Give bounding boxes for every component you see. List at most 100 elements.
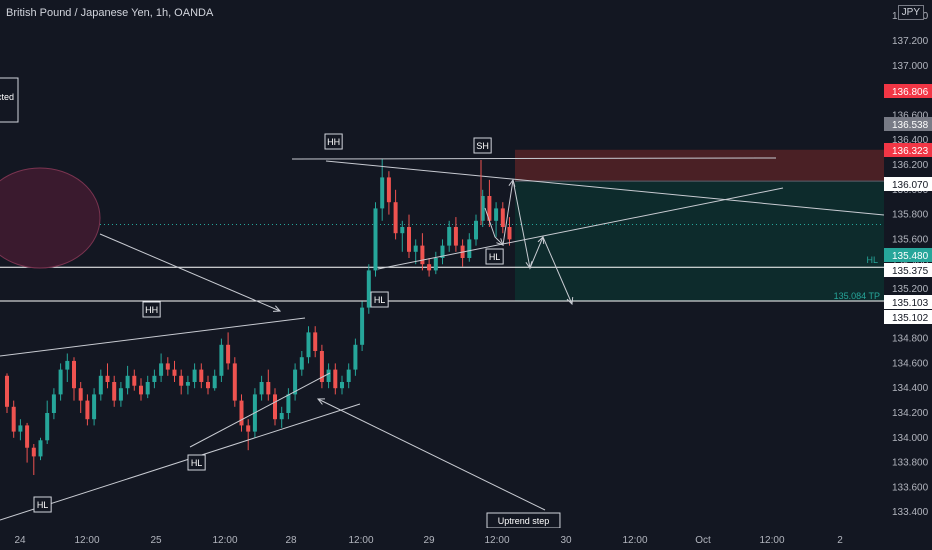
candle-body <box>487 196 492 221</box>
candle-body <box>427 264 432 271</box>
arrow-head <box>525 261 533 270</box>
candle-body <box>279 413 284 420</box>
price-tag-bg <box>884 248 932 262</box>
candle-body <box>413 245 418 252</box>
trend-line <box>0 403 361 521</box>
hl-label: HL <box>191 458 203 468</box>
y-tick-label: 137.200 <box>892 36 929 47</box>
x-tick-label: 12:00 <box>759 535 784 546</box>
hl-right-label: HL <box>866 255 878 265</box>
candle-body <box>407 227 411 252</box>
candle-body <box>447 227 452 246</box>
candle-body <box>467 239 472 258</box>
y-tick-label: 134.000 <box>892 433 929 444</box>
candle-body <box>18 425 23 432</box>
trend-line <box>377 187 784 270</box>
x-tick-label: Oct <box>695 535 711 546</box>
time-axis: 24 12:00 25 12:00 28 12:00 29 12:00 30 12:00 Oct 12… <box>0 528 884 550</box>
candle-body <box>232 363 237 401</box>
arrow-head <box>272 305 282 312</box>
candle-body <box>85 400 90 420</box>
candle-body <box>199 369 204 382</box>
candle-body <box>433 258 438 271</box>
price-tag-label: 135.480 <box>892 251 929 262</box>
price-tag-label: 136.806 <box>892 87 929 98</box>
trend-line <box>291 157 777 160</box>
y-tick-label: 134.200 <box>892 408 929 419</box>
candle-body <box>152 375 157 382</box>
candle-body <box>393 202 398 234</box>
candle-body <box>38 440 43 457</box>
candle-body <box>286 394 291 413</box>
trend-line <box>189 372 331 448</box>
candle-body <box>340 382 344 389</box>
trend-line <box>325 160 885 216</box>
candle-body <box>192 369 197 382</box>
y-tick-label: 136.600 <box>892 110 929 121</box>
candle-body <box>507 227 512 240</box>
sh-label: SH <box>476 141 489 151</box>
candle-body <box>72 360 76 389</box>
price-tag-bg <box>884 117 932 131</box>
time-axis-background <box>0 528 884 550</box>
candle-body <box>293 369 298 395</box>
price-tag-label: 136.323 <box>892 146 929 157</box>
candle-body <box>31 447 36 457</box>
left-note-box <box>0 77 19 123</box>
candle-body <box>172 369 177 376</box>
price-tag-bg <box>884 295 932 309</box>
price-tag-bg <box>884 143 932 157</box>
candle-body <box>480 196 485 221</box>
price-tag-label: 135.375 <box>892 266 929 277</box>
drawings[interactable] <box>0 157 885 521</box>
price-tag-bg <box>884 177 932 191</box>
trend-line <box>99 233 281 312</box>
candle-body <box>326 369 331 382</box>
candle-body <box>105 375 110 382</box>
x-tick-label: 2 <box>837 535 843 546</box>
trend-line <box>317 398 546 511</box>
candle-body <box>259 382 264 395</box>
price-axis: 137.400137.200137.000136.800136.600136.4… <box>884 0 932 550</box>
sh-label-box <box>473 137 492 154</box>
y-tick-label: 133.400 <box>892 507 929 518</box>
price-tag-label: 135.102 <box>892 313 929 324</box>
candle-body <box>366 270 371 308</box>
y-tick-label: 134.600 <box>892 358 929 369</box>
candle-body <box>500 208 505 227</box>
x-tick-label: 24 <box>14 535 26 546</box>
arrow-head <box>496 238 504 246</box>
take-profit-zone <box>515 181 884 302</box>
candle-body <box>266 382 271 395</box>
candles <box>5 158 512 475</box>
candle-body <box>5 375 9 407</box>
y-tick-label: 137.000 <box>892 61 929 72</box>
candle-body <box>420 245 425 265</box>
trend-line <box>0 317 306 357</box>
marked-ellipse <box>0 167 101 269</box>
x-tick-label: 12:00 <box>212 535 237 546</box>
candle-body <box>185 382 190 386</box>
y-tick-label: 135.600 <box>892 234 929 245</box>
x-tick-label: 12:00 <box>622 535 647 546</box>
candle-body <box>380 177 385 209</box>
hl-label-box <box>485 248 504 265</box>
candle-body <box>125 375 130 389</box>
candle-body <box>92 394 97 420</box>
candle-body <box>440 245 445 258</box>
candle-body <box>360 307 365 345</box>
candle-body <box>299 357 304 370</box>
candle-body <box>219 344 224 376</box>
candle-body <box>226 344 231 364</box>
hl-label-box <box>33 496 52 513</box>
candle-body <box>494 208 499 221</box>
candle-body <box>51 394 56 413</box>
x-tick-label: 29 <box>423 535 435 546</box>
candle-body <box>212 375 217 389</box>
uptrend-step-label: Uptrend step <box>498 516 550 526</box>
price-tag-bg <box>884 263 932 277</box>
price-tag-label: 136.070 <box>892 180 929 191</box>
currency-button[interactable]: JPY <box>897 5 924 20</box>
hh-label: HH <box>327 137 340 147</box>
